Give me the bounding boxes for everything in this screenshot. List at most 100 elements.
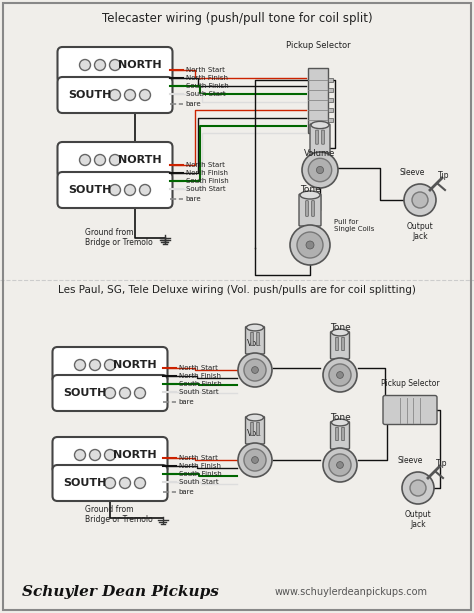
FancyBboxPatch shape: [383, 395, 437, 424]
Bar: [308, 67, 328, 132]
Text: Telecaster wiring (push/pull tone for coil split): Telecaster wiring (push/pull tone for co…: [102, 12, 372, 25]
FancyBboxPatch shape: [53, 375, 167, 411]
Ellipse shape: [331, 419, 348, 426]
Ellipse shape: [311, 121, 329, 129]
FancyBboxPatch shape: [57, 172, 173, 208]
Text: Pickup Selector: Pickup Selector: [381, 379, 439, 388]
Circle shape: [337, 371, 343, 378]
Text: SOUTH: SOUTH: [64, 478, 107, 488]
Circle shape: [302, 152, 338, 188]
Circle shape: [104, 387, 116, 398]
Text: bare: bare: [178, 489, 193, 495]
Circle shape: [104, 359, 116, 370]
FancyBboxPatch shape: [53, 465, 167, 501]
Text: South Finish: South Finish: [179, 471, 222, 477]
Text: North Finish: North Finish: [179, 373, 221, 379]
FancyBboxPatch shape: [246, 416, 264, 444]
FancyBboxPatch shape: [53, 347, 167, 383]
Text: North Finish: North Finish: [179, 463, 221, 469]
Text: NORTH: NORTH: [118, 60, 162, 70]
Circle shape: [323, 358, 357, 392]
Circle shape: [308, 158, 332, 181]
Circle shape: [323, 448, 357, 482]
Text: Tip: Tip: [438, 170, 449, 180]
Text: Les Paul, SG, Tele Deluxe wiring (Vol. push/pulls are for coil splitting): Les Paul, SG, Tele Deluxe wiring (Vol. p…: [58, 285, 416, 295]
Circle shape: [135, 478, 146, 489]
Text: www.schuylerdeanpickups.com: www.schuylerdeanpickups.com: [275, 587, 428, 597]
FancyBboxPatch shape: [336, 427, 338, 441]
Text: Ground from
Bridge or Tremolo: Ground from Bridge or Tremolo: [85, 228, 153, 248]
Circle shape: [306, 241, 314, 249]
FancyBboxPatch shape: [336, 337, 338, 351]
FancyBboxPatch shape: [251, 422, 253, 436]
Circle shape: [104, 478, 116, 489]
FancyBboxPatch shape: [310, 124, 330, 153]
FancyBboxPatch shape: [330, 422, 349, 449]
Circle shape: [109, 154, 120, 166]
FancyBboxPatch shape: [53, 437, 167, 473]
Circle shape: [244, 359, 266, 381]
Circle shape: [404, 184, 436, 216]
Text: bare: bare: [185, 101, 201, 107]
FancyBboxPatch shape: [257, 422, 259, 436]
FancyBboxPatch shape: [57, 142, 173, 178]
Circle shape: [238, 353, 272, 387]
Circle shape: [119, 478, 130, 489]
Text: SOUTH: SOUTH: [68, 185, 112, 195]
Text: Schuyler Dean Pickups: Schuyler Dean Pickups: [22, 585, 219, 599]
FancyBboxPatch shape: [246, 327, 264, 354]
Text: Sleeve: Sleeve: [400, 167, 425, 177]
Bar: [328, 98, 333, 102]
Text: South Start: South Start: [186, 91, 226, 97]
Circle shape: [109, 89, 120, 101]
Circle shape: [252, 367, 258, 373]
Circle shape: [244, 449, 266, 471]
Text: South Finish: South Finish: [186, 178, 229, 184]
Text: NORTH: NORTH: [113, 450, 157, 460]
Circle shape: [135, 387, 146, 398]
Text: North Start: North Start: [179, 365, 218, 371]
Circle shape: [252, 457, 258, 463]
Text: North Start: North Start: [186, 162, 225, 168]
Text: NORTH: NORTH: [118, 155, 162, 165]
Text: NORTH: NORTH: [113, 360, 157, 370]
Bar: [328, 88, 333, 92]
FancyBboxPatch shape: [57, 77, 173, 113]
Ellipse shape: [331, 329, 348, 336]
Circle shape: [125, 185, 136, 196]
Circle shape: [74, 449, 85, 460]
Text: Vol.: Vol.: [247, 339, 263, 348]
Circle shape: [90, 449, 100, 460]
Text: Tone: Tone: [329, 413, 350, 422]
Text: South Start: South Start: [179, 479, 219, 485]
Text: bare: bare: [185, 196, 201, 202]
FancyBboxPatch shape: [316, 130, 319, 144]
FancyBboxPatch shape: [322, 130, 324, 144]
Circle shape: [90, 359, 100, 370]
Text: Output
Jack: Output Jack: [405, 510, 431, 530]
Text: Output
Jack: Output Jack: [407, 222, 433, 242]
Text: Pickup Selector: Pickup Selector: [286, 41, 350, 50]
FancyBboxPatch shape: [57, 47, 173, 83]
Circle shape: [109, 59, 120, 70]
Circle shape: [104, 449, 116, 460]
Text: SOUTH: SOUTH: [68, 90, 112, 100]
Circle shape: [125, 89, 136, 101]
FancyBboxPatch shape: [312, 200, 314, 216]
FancyBboxPatch shape: [330, 332, 349, 359]
Text: South Start: South Start: [179, 389, 219, 395]
Circle shape: [329, 364, 351, 386]
Circle shape: [74, 359, 85, 370]
Text: Vol.: Vol.: [247, 429, 263, 438]
Text: North Start: North Start: [179, 455, 218, 461]
Circle shape: [329, 454, 351, 476]
Circle shape: [297, 232, 323, 258]
Ellipse shape: [246, 324, 264, 331]
Circle shape: [238, 443, 272, 477]
Text: Sleeve: Sleeve: [398, 455, 423, 465]
Text: Tone: Tone: [300, 185, 320, 194]
Text: South Start: South Start: [186, 186, 226, 192]
Circle shape: [410, 480, 426, 496]
Text: North Finish: North Finish: [186, 75, 228, 81]
Circle shape: [337, 462, 343, 468]
